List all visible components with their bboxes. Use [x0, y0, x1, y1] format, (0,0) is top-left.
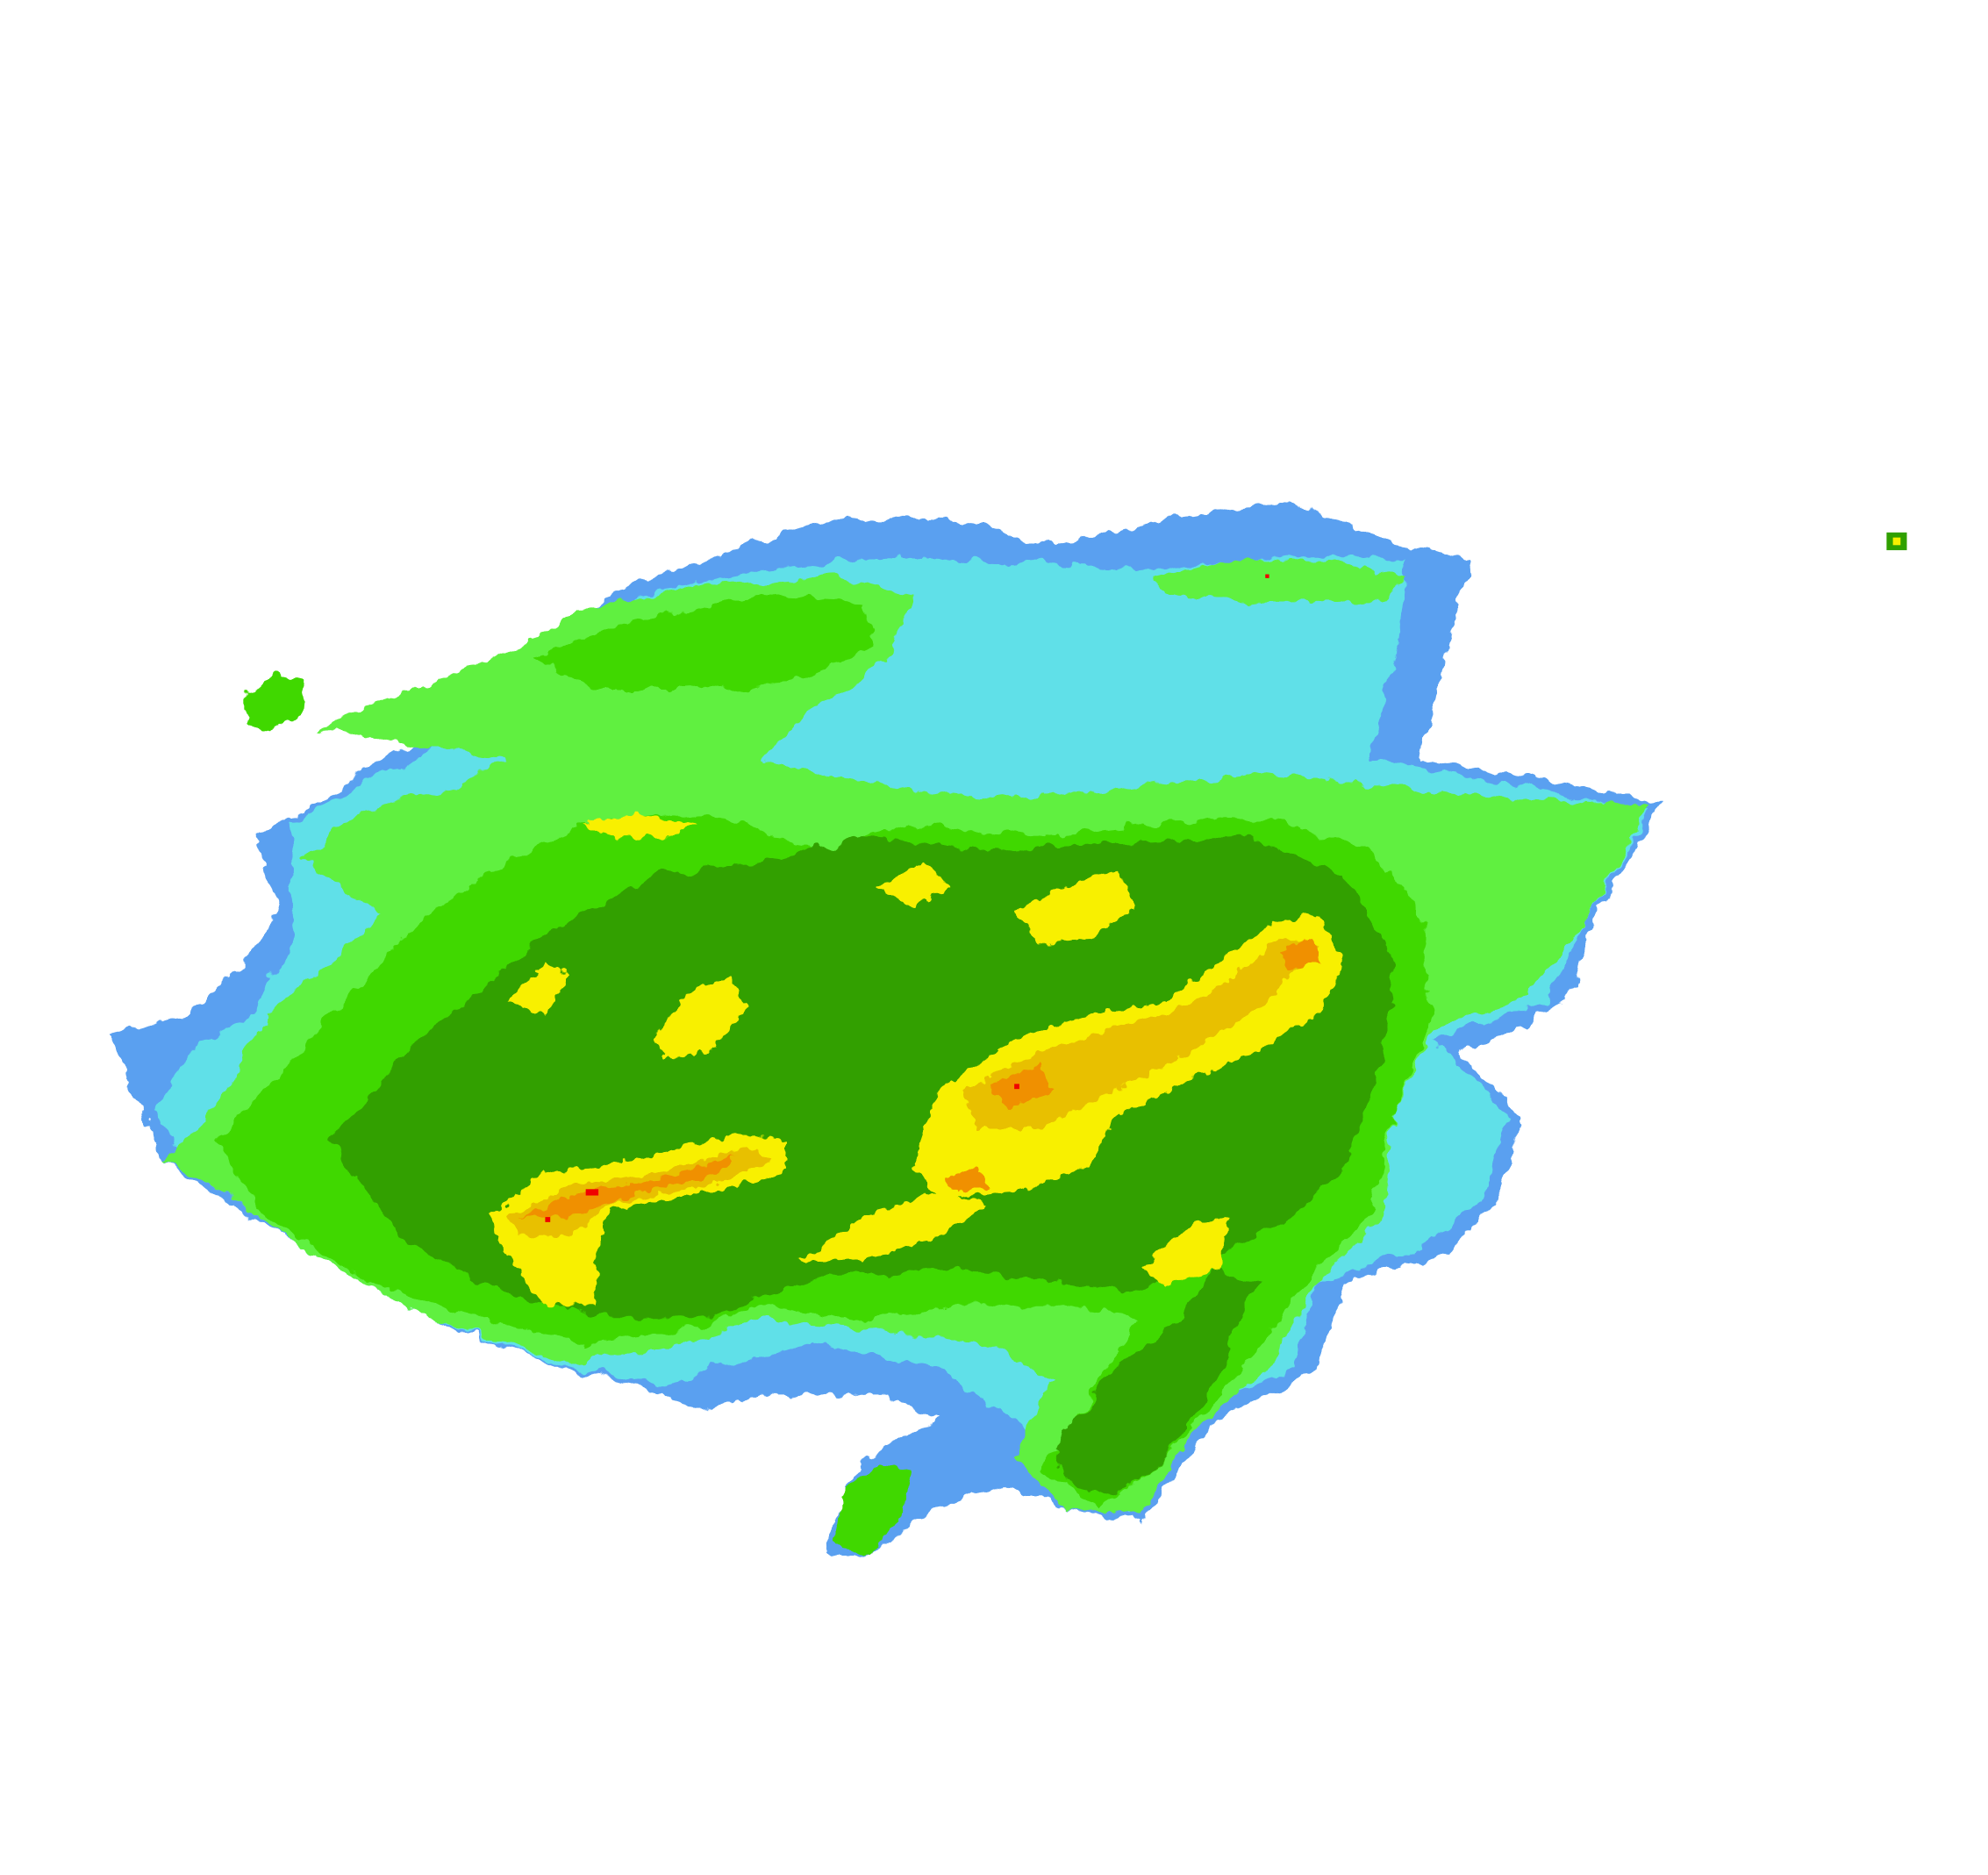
echo-cluster-south: [1052, 1267, 1255, 1496]
echo-band-northwest: [532, 596, 876, 691]
echo-cluster-southwest: [836, 1464, 913, 1553]
echo-band-north: [1154, 557, 1408, 603]
echo-extreme-3: [1014, 1084, 1019, 1090]
echo-core-high-4: [653, 976, 748, 1059]
echo-core-high-5: [1014, 868, 1135, 945]
echo-core-high-9: [875, 862, 951, 907]
echo-core-high-3: [798, 1192, 990, 1262]
echo-extreme-1: [585, 1189, 599, 1196]
echo-extreme-4: [1265, 574, 1269, 578]
echo-core-higher-2: [963, 938, 1319, 1128]
echo-core-very-high-4: [944, 1166, 990, 1192]
echo-core-very-high-2: [989, 1064, 1053, 1110]
echo-extreme-2: [545, 1217, 551, 1222]
echo-core-high-7: [1141, 1217, 1230, 1287]
echo-cell-west: [247, 674, 304, 729]
echo-cell-far-east-core: [1892, 537, 1901, 546]
echo-core-high-6: [583, 813, 697, 837]
echo-core-very-high-1: [519, 1156, 736, 1218]
echo-core-high-8: [507, 963, 571, 1014]
echo-core-very-high-3: [1280, 938, 1319, 970]
